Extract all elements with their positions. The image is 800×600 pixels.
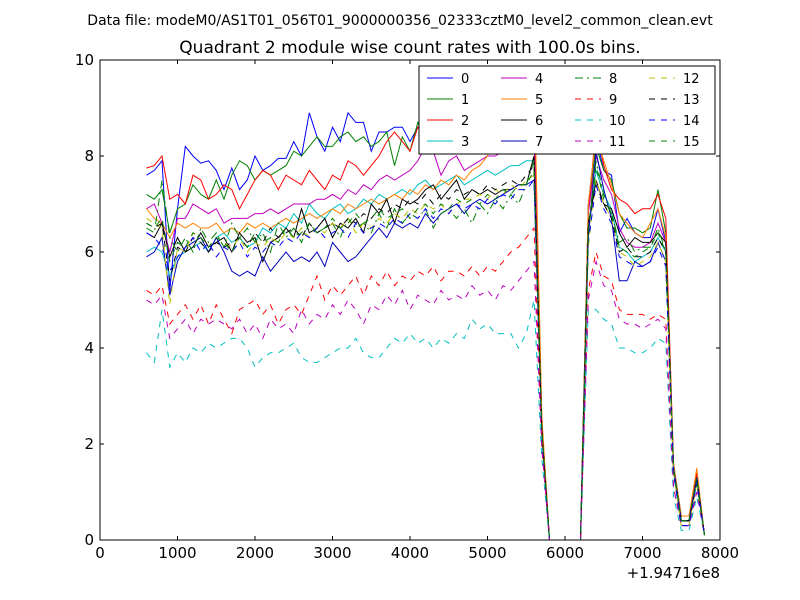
legend-label-5: 5 [535, 93, 543, 108]
legend-label-15: 15 [683, 135, 700, 150]
legend-label-2: 2 [461, 114, 469, 129]
legend-label-8: 8 [609, 72, 617, 87]
legend-label-6: 6 [535, 114, 543, 129]
y-tick-label: 2 [84, 435, 94, 453]
x-tick-label: 5000 [468, 544, 506, 562]
legend-box [418, 65, 716, 155]
plot-area: 0 1000 2000 3000 4000 5000 6000 7000 80000246810… [75, 51, 739, 582]
y-tick-label: 4 [84, 339, 94, 357]
x-tick-label: 6000 [546, 544, 584, 562]
chart-title: Quadrant 2 module wise count rates with … [179, 38, 640, 58]
legend-label-1: 1 [461, 93, 469, 108]
series-line-11 [146, 259, 705, 540]
series-line-9 [146, 226, 705, 540]
y-tick-label: 0 [84, 531, 94, 549]
y-tick-label: 6 [84, 243, 94, 261]
legend-label-0: 0 [461, 72, 469, 87]
x-tick-label: 7000 [623, 544, 661, 562]
x-tick-label: 1000 [158, 544, 196, 562]
x-tick-label: 4000 [391, 544, 429, 562]
legend-label-9: 9 [609, 93, 617, 108]
series-line-6 [146, 155, 705, 540]
legend-label-3: 3 [461, 135, 469, 150]
legend-label-11: 11 [609, 135, 626, 150]
x-offset-label: +1.94716e8 [627, 564, 720, 582]
series-line-15 [146, 165, 705, 540]
x-tick-label: 3000 [313, 544, 351, 562]
legend-label-10: 10 [609, 114, 626, 129]
legend-label-7: 7 [535, 135, 543, 150]
x-tick-label: 8000 [701, 544, 739, 562]
legend-label-12: 12 [683, 72, 700, 87]
y-tick-label: 8 [84, 147, 94, 165]
y-tick-label: 10 [75, 51, 94, 69]
suptitle: Data file: modeM0/AS1T01_056T01_90000003… [87, 13, 713, 29]
legend-label-4: 4 [535, 72, 543, 87]
legend-label-14: 14 [683, 114, 700, 129]
x-tick-label: 2000 [236, 544, 274, 562]
series-line-14 [146, 178, 705, 540]
legend-label-13: 13 [683, 93, 700, 108]
x-tick-label: 0 [95, 544, 105, 562]
